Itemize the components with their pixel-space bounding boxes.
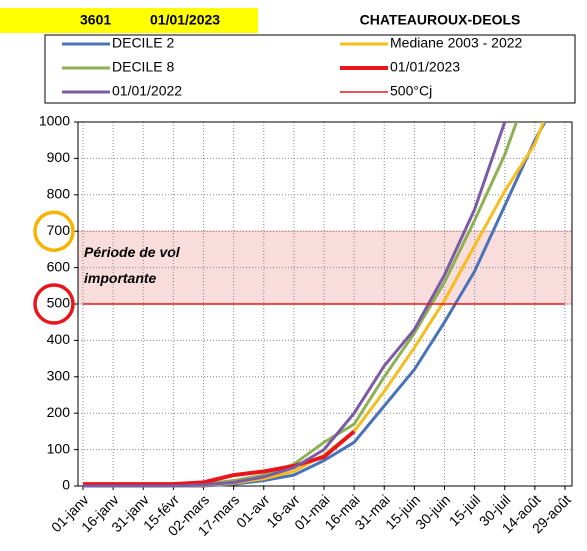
legend-label: 500°Cj [390,83,432,99]
plot-area [83,122,565,488]
legend-label: DECILE 2 [112,35,174,51]
series-line [83,429,356,487]
tick-highlight [33,210,75,252]
chart-title: CHATEAUROUX-DEOLS [360,12,521,28]
y-tick-label: 100 [47,440,71,456]
x-tick-label: 15-juil [446,491,484,529]
y-tick-label: 1000 [39,113,70,129]
legend-label: 01/01/2022 [112,83,182,99]
header-highlight [0,8,258,33]
y-tick-label: 400 [47,331,71,347]
y-tick-label: 900 [47,149,71,165]
legend-label: Mediane 2003 - 2022 [390,35,523,51]
legend-box [44,34,576,104]
header-date: 01/01/2023 [150,12,220,28]
legend-label: DECILE 8 [112,59,174,75]
x-tick-label: 01-avr [233,491,273,531]
tick-highlight [33,283,75,325]
station-code: 3601 [80,12,111,28]
x-tick-label: 30-juin [412,491,453,532]
y-tick-label: 300 [47,368,71,384]
band-label: Période de vol [84,244,181,260]
y-tick-label: 700 [47,222,71,238]
y-tick-label: 200 [47,404,71,420]
band-label: importante [84,270,157,286]
series-line [83,122,507,488]
legend-label: 01/01/2023 [390,59,460,75]
y-tick-label: 0 [62,477,70,493]
plot-frame [77,121,573,487]
y-tick-label: 500 [47,295,71,311]
y-tick-label: 800 [47,186,71,202]
y-tick-label: 600 [47,258,71,274]
